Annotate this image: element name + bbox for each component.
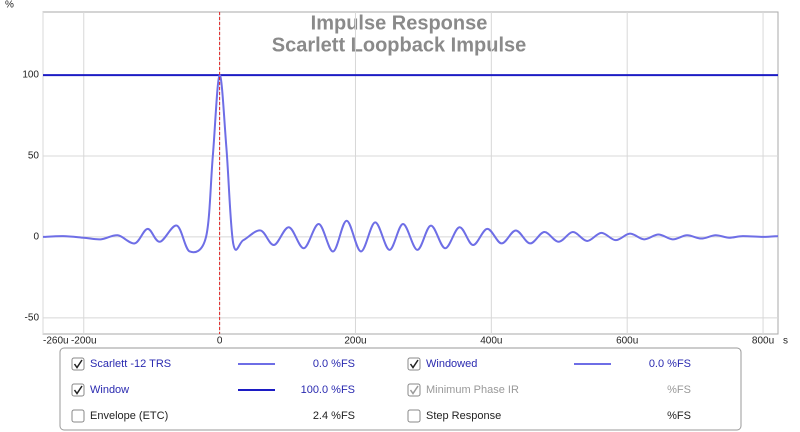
x-tick-label: -200u — [71, 336, 97, 347]
legend-reading: %FS — [667, 384, 691, 396]
legend-label[interactable]: Window — [90, 384, 129, 396]
checkbox[interactable] — [407, 409, 421, 423]
x-tick-label: 400u — [480, 336, 502, 347]
checkmark — [73, 359, 83, 369]
checkmark — [409, 385, 419, 395]
y-tick-label: 50 — [28, 151, 40, 162]
legend-panel — [59, 347, 742, 431]
y-axis-unit: % — [5, 0, 14, 11]
legend-reading: 2.4 %FS — [313, 410, 355, 422]
checkmark — [409, 359, 419, 369]
series-line — [42, 74, 779, 254]
checkmark — [73, 385, 83, 395]
checkbox[interactable] — [71, 383, 85, 397]
legend-label[interactable]: Minimum Phase IR — [426, 384, 519, 396]
x-tick-label: -260u — [43, 336, 69, 347]
legend-reading: 0.0 %FS — [649, 358, 691, 370]
legend-label[interactable]: Step Response — [426, 410, 501, 422]
chart-subtitle: Scarlett Loopback Impulse — [272, 34, 527, 56]
x-tick-label: 0 — [217, 336, 223, 347]
checkbox[interactable] — [71, 357, 85, 371]
y-tick-label: 0 — [33, 232, 39, 243]
x-tick-label: 200u — [344, 336, 366, 347]
legend-reading: %FS — [667, 410, 691, 422]
x-tick-label: 600u — [616, 336, 638, 347]
legend-label[interactable]: Scarlett -12 TRS — [90, 358, 171, 370]
checkbox[interactable] — [71, 409, 85, 423]
chart-title: Impulse Response — [311, 12, 488, 34]
legend-reading: 100.0 %FS — [301, 384, 355, 396]
legend-label[interactable]: Windowed — [426, 358, 477, 370]
checkbox[interactable] — [407, 383, 421, 397]
plot-frame — [42, 11, 779, 335]
legend-reading: 0.0 %FS — [313, 358, 355, 370]
x-tick-label: 800u — [752, 336, 774, 347]
checkbox[interactable] — [407, 357, 421, 371]
y-tick-label: -50 — [25, 312, 40, 323]
legend-label[interactable]: Envelope (ETC) — [90, 410, 168, 422]
x-axis-unit: s — [783, 336, 788, 347]
y-tick-label: 100 — [22, 70, 39, 81]
